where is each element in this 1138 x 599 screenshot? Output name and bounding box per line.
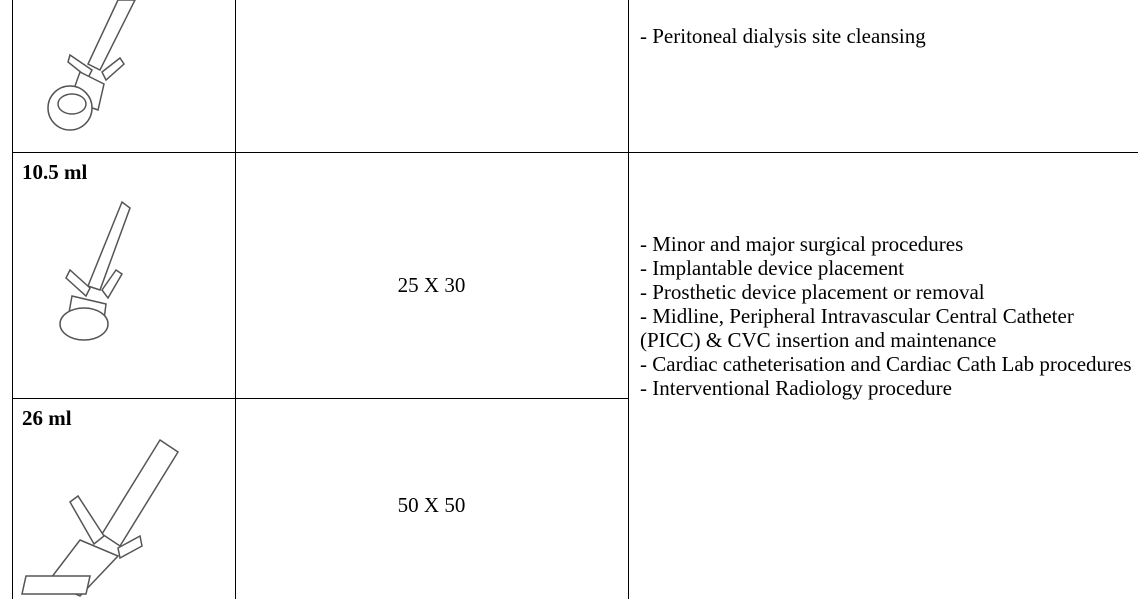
border [12,0,13,599]
table-page: - Peritoneal dialysis site cleansing 10.… [0,0,1138,599]
use-item: - Interventional Radiology procedure [640,376,1134,400]
volume-label: 10.5 ml [22,160,87,184]
cell-text: - Peritoneal dialysis site cleansing [640,24,926,48]
use-item: - Midline, Peripheral Intravascular Cent… [640,304,1134,352]
size-label: 25 X 30 [235,273,628,297]
border [12,398,628,399]
uses-list: - Minor and major surgical procedures- I… [640,232,1134,400]
border [628,0,629,599]
border [12,152,1138,153]
use-item: - Cardiac catheterisation and Cardiac Ca… [640,352,1134,376]
use-item: - Minor and major surgical procedures [640,232,1134,256]
use-item: - Prosthetic device placement or removal [640,280,1134,304]
use-item: - Implantable device placement [640,256,1134,280]
applicator-icon [20,436,190,598]
size-label: 50 X 50 [235,493,628,517]
applicator-icon [40,200,150,360]
volume-label: 26 ml [22,406,72,430]
applicator-icon [40,0,150,150]
